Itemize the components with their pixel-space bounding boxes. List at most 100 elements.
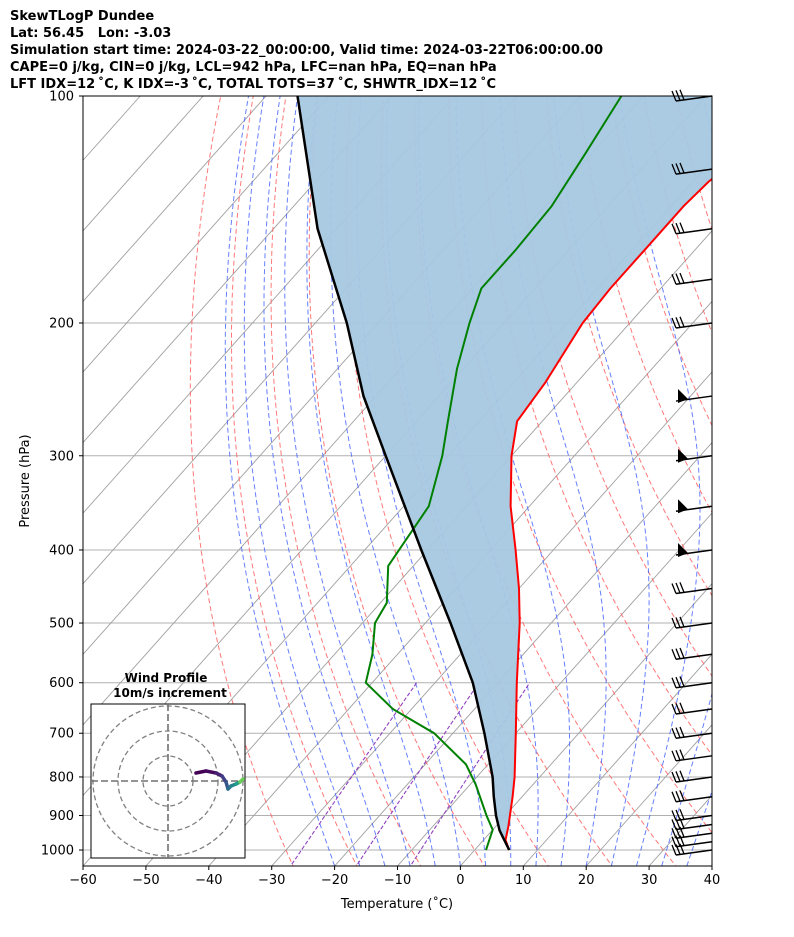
wind-barb [675,499,713,514]
wind-barb [671,676,713,689]
barb-shaft [675,228,713,235]
barb-feather [675,790,681,802]
indices-text-2: LFT IDX=12 ˚C, K IDX=-3 ˚C, TOTAL TOTS=3… [10,77,497,92]
x-tick-label: −10 [384,873,411,888]
barb-shaft [675,653,713,660]
wind-barb [671,726,713,739]
wind-profile-inset: Wind Profile 10m/s increment [90,671,246,859]
barb-feather [671,649,677,660]
wind-barb [675,389,713,404]
barb-pennant [678,499,688,514]
dry-adiabat-line [611,96,712,427]
barb-feather [679,162,685,174]
barb-feather [679,702,685,713]
x-tick-label: −40 [195,873,222,888]
x-tick-label: −60 [69,873,96,888]
barb-feather [671,223,677,235]
barb-feather [671,274,677,285]
moist-adiabat-line [499,96,607,866]
barb-shaft [675,682,713,689]
y-tick-label: 1000 [41,844,74,859]
isotherm-line [83,96,393,444]
dry-adiabat-line [231,96,358,866]
barb-shaft [675,322,713,329]
y-axis-label: Pressure (hPa) [18,434,33,527]
barb-feather [675,771,681,782]
x-tick-label: 30 [641,873,658,888]
isotherm-line [83,96,204,232]
y-tick-label: 600 [49,676,74,691]
barb-pennant [678,542,688,557]
isotherm-line [585,724,712,866]
barb-feather [679,726,685,738]
inset-subtitle: 10m/s increment [113,686,227,700]
y-tick-label: 700 [49,727,74,742]
barb-feather [671,836,677,847]
barb-feather [679,89,685,101]
barb-shaft [675,95,713,102]
barb-feather [671,810,677,821]
barb-feather [675,676,681,688]
isotherm-line [522,653,712,866]
barb-shaft [675,622,713,629]
dry-adiabat-line [480,96,712,756]
cin-shading [297,96,712,850]
isotherm-line [334,441,712,866]
barb-feather [679,272,685,284]
dry-adiabat-line [578,96,712,514]
moist-adiabat-line [284,96,411,866]
moist-adiabat-line [224,96,336,866]
barb-feather [679,770,685,781]
dry-adiabat-line [345,96,549,866]
barb-feather [671,617,677,629]
wind-barb [671,582,713,595]
barb-feather [679,616,685,628]
barb-feather [671,703,677,715]
inset-title: Wind Profile [125,671,208,685]
barb-shaft [675,849,713,856]
wind-barb [671,770,713,783]
y-tick-label: 800 [49,770,74,785]
wind-barb [675,448,713,463]
barb-shaft [675,776,713,783]
barb-feather [675,749,681,761]
barb-shaft [675,278,713,285]
x-tick-label: 20 [578,873,595,888]
barb-feather [671,750,677,762]
mixing-ratio-line [289,682,418,866]
temperature-line [504,177,712,851]
barb-feather [679,676,685,687]
wind-barb [671,162,713,175]
wind-barb [671,616,713,629]
x-tick-label: 10 [515,873,532,888]
time-text: Simulation start time: 2024-03-22_00:00:… [10,43,603,58]
chart-title: SkewTLogP Dundee [10,9,155,24]
barb-feather [679,222,685,233]
wind-barbs [671,89,713,856]
barb-shaft [675,587,713,595]
wind-barb [671,809,713,822]
barb-feather [675,617,681,628]
barb-feather [671,827,677,839]
dry-adiabat-line [513,96,712,677]
chart-header: SkewTLogP Dundee Lat: 56.45 Lon: -3.03 S… [10,8,603,93]
moist-adiabat-line [330,96,461,866]
dry-adiabat-line [545,96,712,597]
dry-adiabat-line [770,79,794,869]
barb-shaft [675,168,713,175]
wind-barb [671,790,713,803]
isotherm-line [83,96,267,303]
isotherm-line [0,96,77,866]
mixing-ratio-line [355,682,480,866]
dry-adiabat-line [270,96,422,866]
barb-feather [675,317,681,328]
barb-feather [675,273,681,284]
isotherm-line [460,583,712,866]
barb-feather [671,844,677,856]
barb-feather [671,677,677,688]
dewpoint-line [364,96,623,851]
barb-shaft [675,823,713,831]
barb-feather [675,703,681,714]
barb-feather [679,809,685,820]
